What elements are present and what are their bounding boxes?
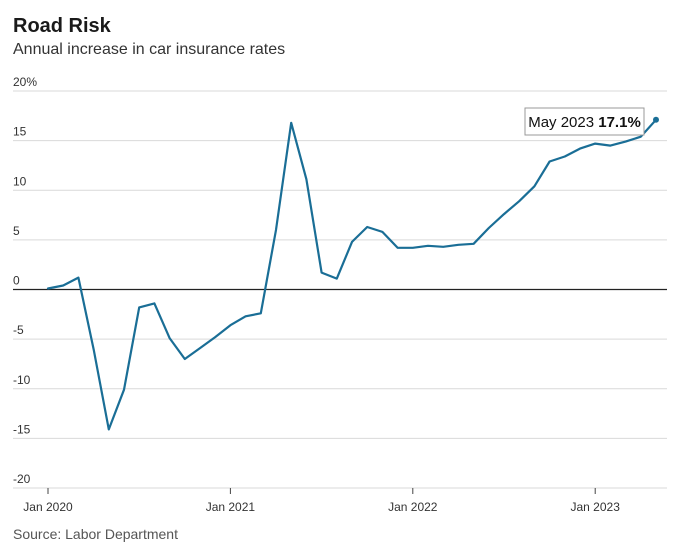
- x-axis-ticks: Jan 2020 Jan 2021 Jan 2022 Jan 2023: [23, 488, 620, 514]
- chart-subtitle: Annual increase in car insurance rates: [13, 41, 286, 58]
- y-tick-label: -15: [13, 422, 31, 436]
- callout-text: May 2023 17.1%: [528, 114, 641, 131]
- x-tick-label: Jan 2022: [388, 500, 438, 514]
- y-tick-label: 5: [13, 224, 20, 238]
- x-tick-label: Jan 2020: [23, 500, 73, 514]
- x-tick-label: Jan 2023: [571, 500, 621, 514]
- callout-date: May 2023: [528, 114, 598, 131]
- y-tick-label: 20%: [13, 75, 37, 89]
- y-axis-ticks: 20% 15 10 5 0 -5 -10 -15 -20: [13, 75, 37, 486]
- source-note: Source: Labor Department: [13, 526, 178, 542]
- y-tick-label: 15: [13, 125, 27, 139]
- y-tick-label: -10: [13, 373, 31, 387]
- y-tick-label: 10: [13, 174, 27, 188]
- y-tick-label: -5: [13, 323, 24, 337]
- callout: May 2023 17.1%: [524, 107, 645, 136]
- y-tick-label: 0: [13, 274, 20, 288]
- x-tick-label: Jan 2021: [206, 500, 256, 514]
- callout-box: [524, 107, 645, 136]
- chart-title: Road Risk: [13, 15, 111, 37]
- grid-lines: [13, 90, 667, 489]
- end-point-marker: [653, 116, 659, 123]
- series-layer: [46, 116, 659, 431]
- callout-value: 17.1%: [598, 114, 641, 131]
- y-tick-label: -20: [13, 472, 31, 486]
- series-line: [46, 118, 658, 431]
